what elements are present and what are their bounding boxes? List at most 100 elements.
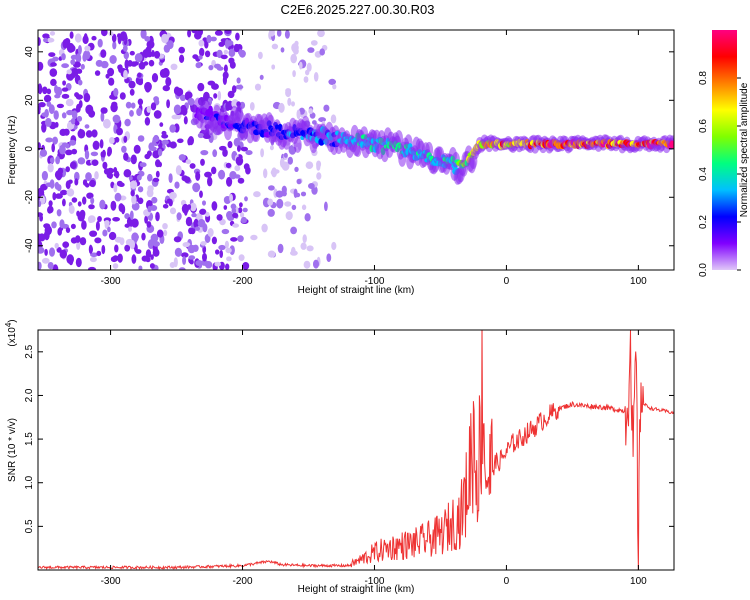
heatmap-cell <box>49 68 58 77</box>
heatmap-cell <box>276 198 284 209</box>
heatmap-cell <box>49 157 55 164</box>
heatmap-cell <box>294 40 299 47</box>
heatmap-cell <box>60 189 68 196</box>
colorbar-tick-label: 0.4 <box>698 167 709 181</box>
heatmap-cell <box>276 30 282 37</box>
heatmap-cell <box>395 130 403 147</box>
heatmap-cell <box>239 202 243 208</box>
heatmap-cell <box>146 105 152 113</box>
heatmap-cell <box>268 185 275 191</box>
heatmap-cell <box>200 259 209 266</box>
heatmap-cell <box>210 36 217 42</box>
snr-series-line <box>38 330 674 570</box>
heatmap-cell <box>223 49 229 55</box>
heatmap-cell <box>167 40 174 50</box>
y-tick-label: 2.5 <box>24 344 35 358</box>
heatmap-cell <box>69 161 77 169</box>
snr-y-multiplier-close: ) <box>7 319 18 322</box>
heatmap-cell <box>130 102 136 109</box>
heatmap-cell <box>212 149 218 158</box>
heatmap-cell <box>111 101 118 108</box>
heatmap-cell <box>39 149 48 157</box>
heatmap-cell <box>38 102 46 108</box>
heatmap-cell <box>138 61 146 70</box>
heatmap-cell <box>197 219 206 228</box>
heatmap-x-axis-label: Height of straight line (km) <box>298 285 415 296</box>
heatmap-cell <box>129 50 135 56</box>
heatmap-cell <box>75 235 81 243</box>
heatmap-cell <box>54 170 63 180</box>
heatmap-cell <box>41 123 47 133</box>
heatmap-cell <box>169 141 177 149</box>
heatmap-cell <box>161 139 169 145</box>
heatmap-cell <box>149 263 155 269</box>
heatmap-cell <box>71 197 78 203</box>
heatmap-cell <box>95 221 100 231</box>
heatmap-cell <box>77 45 82 55</box>
heatmap-cell <box>102 229 108 237</box>
heatmap-cell <box>114 170 120 179</box>
heatmap-cell <box>141 255 149 262</box>
x-tick-label: -200 <box>233 276 253 287</box>
heatmap-cell <box>144 117 151 126</box>
heatmap-cell <box>165 77 172 87</box>
heatmap-cell <box>178 154 186 161</box>
heatmap-cell <box>300 242 307 250</box>
heatmap-cell <box>157 148 163 157</box>
heatmap-cell <box>173 104 182 115</box>
heatmap-cell <box>299 61 303 70</box>
heatmap-cell <box>76 115 83 122</box>
heatmap-cell <box>70 223 76 230</box>
heatmap-cell <box>50 62 57 67</box>
heatmap-cell <box>181 252 189 258</box>
heatmap-cell <box>118 64 123 73</box>
heatmap-cell <box>147 173 153 182</box>
heatmap-cell <box>206 34 212 44</box>
heatmap-cell <box>267 208 275 217</box>
heatmap-cell <box>194 226 200 231</box>
heatmap-cell <box>291 204 297 211</box>
heatmap-cell <box>75 257 82 268</box>
heatmap-cell <box>185 159 191 165</box>
heatmap-cell <box>48 200 53 207</box>
heatmap-cell <box>234 165 241 172</box>
heatmap-cell <box>290 226 297 235</box>
heatmap-cell <box>94 70 101 76</box>
heatmap-cell <box>66 42 75 53</box>
snr-x-ticks: -300 -200 -100 0 100 <box>101 330 647 587</box>
heatmap-cell <box>77 201 82 207</box>
snr-frame <box>37 329 675 571</box>
heatmap-cell <box>199 47 205 57</box>
heatmap-cell <box>50 78 57 86</box>
heatmap-cell <box>123 152 129 161</box>
heatmap-cell <box>195 62 202 69</box>
colorbar: 0.0 0.2 0.4 0.6 0.8 Normalized spectral ampl… <box>698 30 750 277</box>
heatmap-cell <box>64 38 71 45</box>
heatmap-cell <box>316 160 322 168</box>
heatmap-cell <box>238 49 246 58</box>
heatmap-cell <box>189 163 196 169</box>
heatmap-cell <box>152 136 160 143</box>
heatmap-cell <box>238 254 245 261</box>
heatmap-cell <box>199 208 207 215</box>
heatmap-cell <box>38 200 42 207</box>
heatmap-cell <box>158 161 162 168</box>
heatmap-cell <box>223 196 231 204</box>
heatmap-cell <box>56 247 62 253</box>
heatmap-cell <box>103 168 110 175</box>
heatmap-cell <box>254 83 262 91</box>
heatmap-cell <box>161 33 169 44</box>
heatmap-marks <box>38 30 674 270</box>
heatmap-cell <box>122 45 128 52</box>
heatmap-cell <box>195 260 203 266</box>
heatmap-cell <box>284 30 290 39</box>
heatmap-cell <box>99 139 104 149</box>
heatmap-cell <box>300 191 307 197</box>
heatmap-cell <box>293 136 302 153</box>
heatmap-cell <box>313 259 319 269</box>
heatmap-cell <box>133 144 141 154</box>
heatmap-cell <box>296 178 302 185</box>
heatmap-cell <box>277 243 284 254</box>
heatmap-cell <box>114 244 119 253</box>
